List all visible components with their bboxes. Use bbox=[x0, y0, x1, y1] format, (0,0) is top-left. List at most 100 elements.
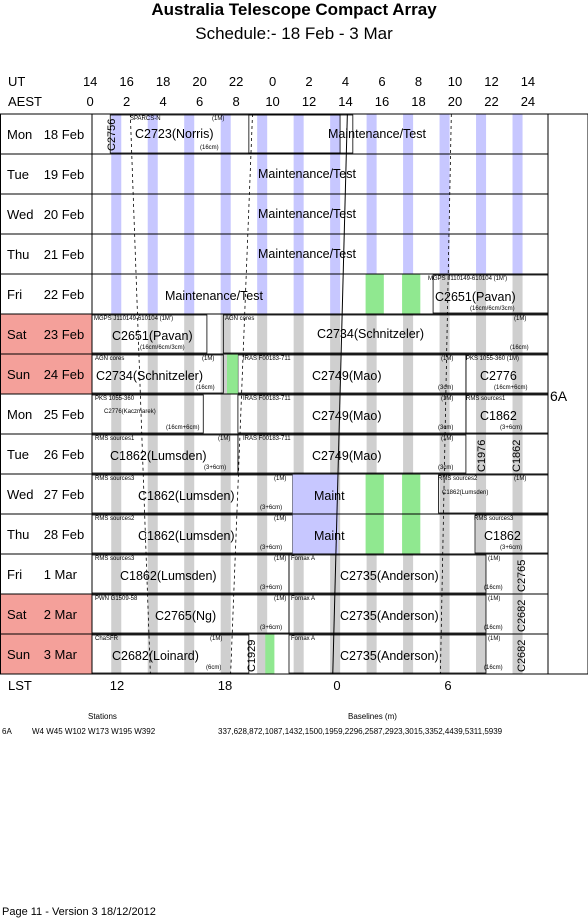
day-date: 21 Feb bbox=[43, 246, 85, 262]
stripe bbox=[403, 234, 414, 274]
green-block bbox=[365, 514, 384, 554]
day-name: Sat bbox=[7, 326, 27, 342]
source-label: RMS sources2 bbox=[438, 476, 478, 482]
day-date: 2 Mar bbox=[43, 606, 77, 622]
array-mode-label: (1M) bbox=[218, 436, 231, 442]
source-label: RMS sources1 bbox=[466, 396, 506, 402]
stripe bbox=[366, 154, 377, 194]
stripe bbox=[403, 634, 414, 674]
stripe bbox=[257, 314, 268, 354]
stripe bbox=[293, 274, 304, 314]
band-label: (3+6cm) bbox=[260, 505, 283, 511]
page-footer: Page 11 - Version 3 18/12/2012 bbox=[2, 906, 156, 918]
day-name: Sun bbox=[7, 646, 31, 662]
project-label: C1862(Lumsden) bbox=[138, 489, 235, 503]
schedule-subtitle: Schedule:- 18 Feb - 3 Mar bbox=[195, 24, 393, 43]
ut-tick-label: 0 bbox=[268, 74, 277, 89]
day-name: Wed bbox=[7, 206, 34, 222]
day-name: Thu bbox=[7, 246, 30, 262]
green-block bbox=[365, 274, 384, 314]
stripe bbox=[366, 634, 377, 674]
project-label: C2735(Anderson) bbox=[340, 569, 439, 583]
stripe bbox=[111, 434, 122, 474]
stripe bbox=[439, 594, 450, 634]
stripe bbox=[147, 394, 158, 434]
stripe bbox=[439, 274, 450, 314]
day-name: Tue bbox=[7, 166, 29, 182]
day-date: 20 Feb bbox=[43, 206, 85, 222]
stripe bbox=[476, 474, 487, 514]
stripe bbox=[257, 634, 268, 674]
green-block bbox=[226, 354, 238, 394]
stripe bbox=[476, 634, 487, 674]
stripe bbox=[366, 314, 377, 354]
stripe bbox=[184, 394, 195, 434]
stripe bbox=[366, 194, 377, 234]
stripe bbox=[220, 114, 231, 154]
day-date: 22 Feb bbox=[43, 286, 85, 302]
stripe bbox=[111, 354, 122, 394]
project-label: C1862(Lumsden) bbox=[138, 529, 235, 543]
band-label: (16cm) bbox=[484, 625, 503, 631]
stripe bbox=[366, 594, 377, 634]
source-label: Fornax A bbox=[291, 556, 316, 562]
observation-box bbox=[288, 634, 487, 674]
stripe bbox=[184, 194, 195, 234]
ut-tick-label: 8 bbox=[414, 74, 423, 89]
aest-tick-label: 0 bbox=[86, 94, 94, 109]
aest-tick-label: 6 bbox=[195, 94, 204, 109]
source-label: MGPS J110149-610104 (1M') bbox=[428, 276, 508, 282]
band-label: (6cm) bbox=[206, 665, 222, 671]
project-label: C1862 bbox=[484, 529, 521, 543]
stripe bbox=[257, 474, 268, 514]
stripe bbox=[512, 634, 523, 674]
stripe bbox=[439, 394, 450, 434]
ut-tick-label: 14 bbox=[520, 74, 536, 89]
lst-tick-label: 6 bbox=[444, 678, 452, 693]
stripe bbox=[366, 394, 377, 434]
aest-tick-label: 18 bbox=[411, 94, 426, 109]
ut-axis-label: UT bbox=[8, 74, 26, 89]
stripe bbox=[257, 554, 268, 594]
stripe bbox=[184, 114, 195, 154]
stripe bbox=[403, 114, 414, 154]
band-label: (3+6cm) bbox=[204, 465, 227, 471]
stripe bbox=[330, 154, 341, 194]
band-label: (16cm+6cm) bbox=[494, 385, 528, 391]
day-name: Sat bbox=[7, 606, 27, 622]
stripe bbox=[220, 554, 231, 594]
green-block bbox=[402, 514, 421, 554]
stripe bbox=[147, 114, 158, 154]
stripe bbox=[403, 594, 414, 634]
day-date: 18 Feb bbox=[43, 126, 85, 142]
band-label: (16cm/6cm/3cm) bbox=[470, 306, 515, 312]
stripe bbox=[403, 194, 414, 234]
baselines-list: 337,628,872,1087,1432,1500,1959,2296,258… bbox=[218, 727, 503, 736]
stripe bbox=[111, 154, 122, 194]
array-mode-label: (1M) bbox=[274, 556, 287, 562]
page-title: Australia Telescope Compact Array bbox=[151, 0, 437, 19]
stripe bbox=[439, 154, 450, 194]
stripe bbox=[147, 634, 158, 674]
aest-tick-label: 14 bbox=[338, 94, 353, 109]
day-name: Sun bbox=[7, 366, 31, 382]
band-label: (16cm+6cm) bbox=[166, 425, 200, 431]
day-row-label: Wed 27 Feb bbox=[0, 474, 92, 514]
weekend-cell bbox=[0, 314, 92, 354]
maintenance-label: Maintenance/Test bbox=[258, 167, 356, 181]
day-row-label: Thu 28 Feb bbox=[0, 514, 92, 554]
day-date: 19 Feb bbox=[43, 166, 85, 182]
stripe bbox=[293, 594, 304, 634]
stripe bbox=[220, 274, 231, 314]
stripe bbox=[330, 234, 341, 274]
stripe bbox=[111, 114, 122, 154]
stripe bbox=[439, 314, 450, 354]
stripe bbox=[147, 554, 158, 594]
stripe bbox=[330, 114, 341, 154]
day-date: 23 Feb bbox=[43, 326, 85, 342]
day-row-label: Mon 18 Feb bbox=[0, 114, 92, 154]
array-mode-label: (1M) bbox=[202, 356, 215, 362]
aest-tick-label: 2 bbox=[123, 94, 131, 109]
stripe bbox=[184, 554, 195, 594]
day-name: Mon bbox=[7, 406, 33, 422]
